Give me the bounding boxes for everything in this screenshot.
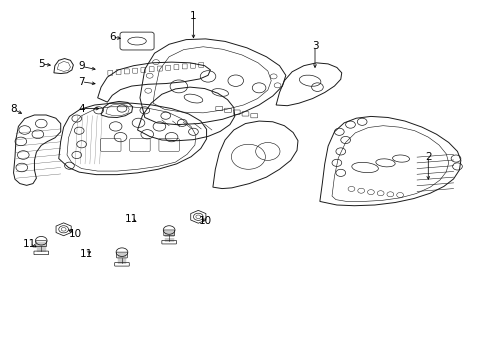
Text: 7: 7 [78, 77, 85, 87]
Text: 5: 5 [39, 59, 45, 69]
Text: 8: 8 [10, 104, 17, 114]
Text: 4: 4 [78, 104, 85, 113]
Text: 11: 11 [23, 239, 36, 249]
Text: 9: 9 [78, 62, 85, 71]
Text: 10: 10 [69, 229, 81, 239]
Text: 10: 10 [199, 216, 212, 226]
Text: 2: 2 [424, 152, 431, 162]
Text: 3: 3 [311, 41, 318, 51]
Text: 11: 11 [80, 249, 93, 259]
Text: 6: 6 [109, 32, 115, 42]
Text: 1: 1 [190, 11, 196, 21]
Text: 11: 11 [125, 214, 138, 224]
